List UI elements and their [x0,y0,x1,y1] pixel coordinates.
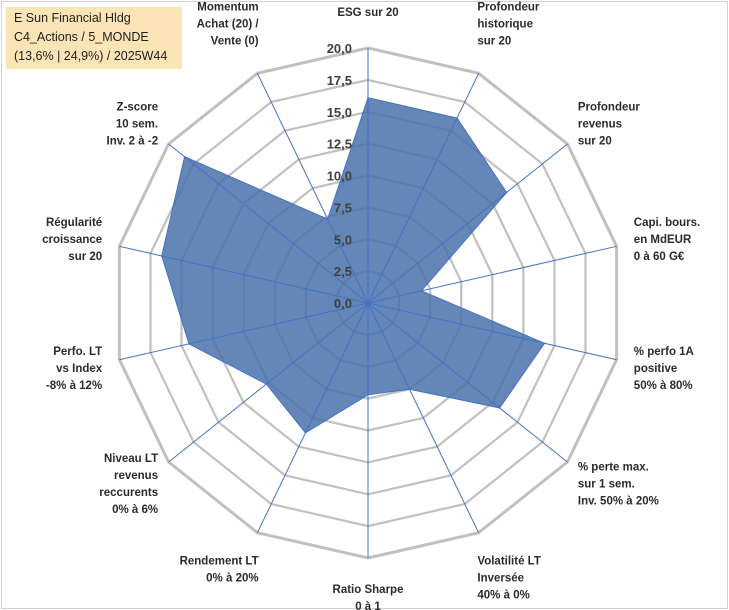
axis-label: Perfo. LT vs Index -8% à 12% [46,346,103,392]
axis-label-line: Z-score [117,101,159,113]
axis-spoke [367,143,568,304]
axis-label: % perfo 1A positive 50% à 80% [634,346,694,392]
axis-label-line: 0 à 1 [355,601,381,610]
axis-label-line: 0% à 6% [112,504,158,516]
title-line-stats: (13,6% | 24,9%) / 2025W44 [14,49,168,63]
axis-labels: Note ESG sur 20 Profondeur historique sur 20… [42,0,700,610]
axis-label-line: sur 20 [578,135,612,147]
axis-spoke [367,302,617,361]
axis-label-line: croissance [42,234,102,246]
axis-label-line: % perfo 1A [634,346,694,358]
axis-label-line: Inversée [477,572,524,584]
axis-label-line: Profondeur [477,2,539,14]
axis-label: Profondeur revenus sur 20 [578,101,640,147]
tick-label: 10,0 [327,169,352,184]
axis-label-line: Inv. 2 à -2 [107,135,159,147]
axis-label-line: Perfo. LT [53,346,102,358]
axis-label-line: Note [355,0,381,2]
axis-label: Note ESG sur 20 [337,0,398,19]
axis-label-line: Profondeur [578,101,640,113]
axis-label: % perte max. sur 1 sem. Inv. 50% à 20% [578,462,659,508]
axis-spoke [119,245,369,304]
tick-label: 0,0 [334,296,352,311]
axis-label-line: revenus [114,470,158,482]
axis-label-line: sur 20 [68,251,102,263]
axis-spoke [119,302,369,361]
tick-label: 17,5 [327,73,352,88]
axis-label-line: Momentum [197,2,258,14]
axis-label-line: 0 à 60 G€ [634,251,685,263]
axis-label-line: 0% à 20% [206,572,258,584]
axis-label-line: positive [634,363,677,375]
axis-label-line: 50% à 80% [634,380,693,392]
axis-spoke [168,302,369,463]
tick-label: 20,0 [327,41,352,56]
axis-label: Rendement LT 0% à 20% [180,555,259,584]
axis-spoke [256,302,369,533]
axis-label-line: Régularité [46,217,102,229]
tick-label: 5,0 [334,232,352,247]
tick-label: 12,5 [327,137,352,152]
axis-label-line: revenus [578,118,622,130]
axis-label-line: sur 20 [477,36,511,48]
axis-label: Momentum Achat (20) / Vente (0) [197,2,260,48]
tick-label: 15,0 [327,105,352,120]
axis-label: Ratio Sharpe 0 à 1 [333,584,404,610]
axis-label: Profondeur historique sur 20 [477,2,539,48]
title-line-company: E Sun Financial Hldg [14,11,131,25]
axis-label-line: Achat (20) / [197,19,260,31]
axis-spoke [168,143,369,304]
axis-label-line: Volatilité LT [477,555,540,567]
axis-label: Volatilité LT Inversée 40% à 0% [477,555,540,601]
title-line-category: C4_Actions / 5_MONDE [14,30,149,44]
radar-spokes [119,48,617,558]
axis-spoke [367,73,480,304]
axis-label-line: sur 1 sem. [578,479,635,491]
axis-spoke [367,302,568,463]
axis-label: Niveau LT revenus reccurents 0% à 6% [99,453,158,516]
axis-label-line: historique [477,19,533,31]
axis-label-line: Rendement LT [180,555,259,567]
axis-label-line: % perte max. [578,462,649,474]
axis-label-line: Niveau LT [104,453,158,465]
axis-label-line: ESG sur 20 [337,7,398,19]
axis-label-line: 10 sem. [116,118,158,130]
axis-label: Z-score 10 sem. Inv. 2 à -2 [107,101,159,147]
axis-label-line: -8% à 12% [46,380,102,392]
axis-label-line: vs Index [56,363,103,375]
axis-spoke [367,302,480,533]
axis-label-line: reccurents [99,487,158,499]
axis-label-line: Ratio Sharpe [333,584,404,596]
axis-spoke [367,245,617,304]
axis-label-line: en MdEUR [634,234,692,246]
axis-spoke [256,73,369,304]
axis-label: Régularité croissance sur 20 [42,217,102,263]
axis-label-line: Vente (0) [211,36,259,48]
axis-label: Capi. bours. en MdEUR 0 à 60 G€ [634,217,700,263]
tick-label: 7,5 [334,200,352,215]
axis-label-line: Inv. 50% à 20% [578,496,659,508]
axis-label-line: Capi. bours. [634,217,700,229]
axis-label-line: 40% à 0% [477,589,529,601]
chart-title-box: E Sun Financial Hldg C4_Actions / 5_MOND… [6,7,182,69]
radial-tick-labels: 0,0 2,5 5,0 7,5 10,0 12,5 15,0 17,5 20,0 [327,41,352,311]
tick-label: 2,5 [334,264,352,279]
